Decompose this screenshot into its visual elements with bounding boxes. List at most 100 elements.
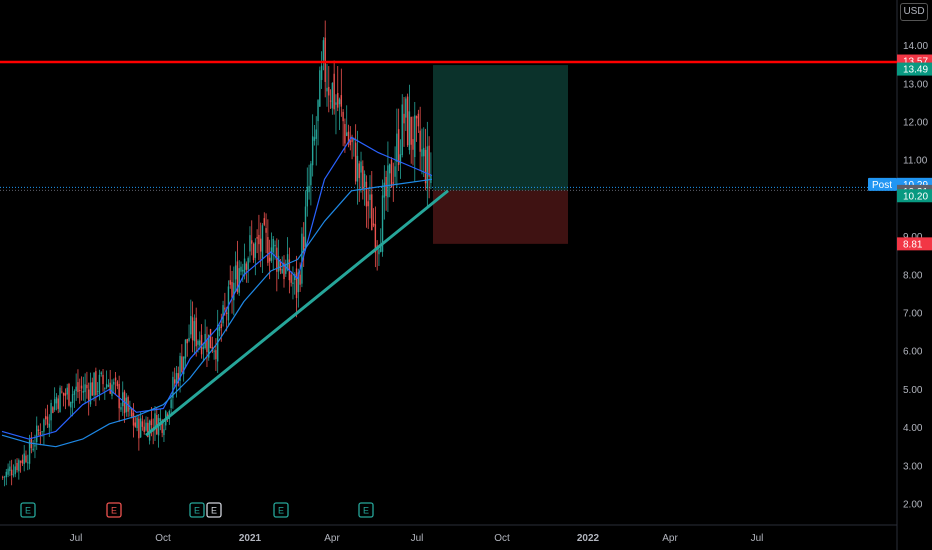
candle-body: [227, 286, 230, 321]
support-trendline[interactable]: [145, 189, 449, 437]
x-tick-label: 2022: [577, 533, 600, 544]
candle-body: [403, 113, 405, 124]
candle-body: [297, 272, 300, 293]
candle-body: [188, 337, 190, 341]
candle-body: [125, 397, 128, 413]
candle-body: [2, 476, 4, 478]
candle-body: [360, 161, 362, 173]
candle-body: [414, 115, 416, 158]
y-tick-label: 11.00: [903, 156, 928, 167]
candle-body: [347, 131, 350, 144]
candle-body: [93, 372, 95, 396]
candle-body: [43, 419, 45, 432]
candle-body: [417, 113, 420, 127]
candle-body: [41, 431, 43, 433]
candle-body: [408, 111, 411, 151]
candle-body: [378, 249, 380, 255]
earnings-event-marker[interactable]: [20, 502, 36, 518]
candle-body: [86, 384, 88, 389]
earnings-event-label: E: [278, 506, 284, 516]
candle-body: [415, 116, 418, 119]
earnings-event-marker[interactable]: [358, 502, 374, 518]
candle-body: [199, 340, 201, 346]
candle-body: [265, 228, 267, 233]
candle-body: [252, 243, 255, 261]
candle-body: [73, 391, 76, 395]
y-tick-label: 2.00: [903, 500, 923, 511]
candle-body: [306, 186, 308, 207]
y-tick-label: 5.00: [903, 385, 923, 396]
candle-body: [5, 471, 7, 478]
candle-body: [258, 234, 260, 245]
candle-body: [285, 264, 287, 274]
candle-body: [55, 397, 58, 404]
candle-body: [268, 257, 271, 262]
candle-body: [32, 448, 34, 451]
candle-body: [23, 453, 25, 465]
currency-label[interactable]: USD: [900, 3, 928, 21]
candle-body: [337, 92, 339, 108]
candle-body: [303, 236, 305, 251]
candle-body: [254, 242, 257, 258]
candle-body: [251, 240, 253, 244]
candle-body: [34, 445, 36, 447]
candle-body: [50, 402, 52, 421]
candle-body: [294, 274, 296, 281]
candle-body: [175, 373, 178, 385]
candle-body: [367, 201, 369, 207]
candle-body: [322, 40, 325, 61]
earnings-event-marker[interactable]: [106, 502, 122, 518]
profit-target-zone[interactable]: [433, 65, 568, 191]
candle-body: [272, 238, 274, 253]
candle-body: [113, 381, 115, 385]
price-badge: [897, 189, 932, 203]
candle-body: [354, 142, 357, 182]
candle-body: [191, 317, 194, 341]
candle-body: [383, 182, 386, 198]
candle-body: [79, 390, 81, 391]
candle-body: [136, 417, 138, 429]
candle-body: [358, 163, 360, 179]
candle-body: [27, 462, 29, 464]
candle-body: [405, 98, 407, 118]
candle-body: [95, 371, 97, 396]
candle-body: [326, 87, 328, 92]
candle-body: [80, 385, 83, 389]
candle-body: [423, 147, 425, 157]
candle-body: [342, 111, 344, 122]
earnings-event-marker[interactable]: [189, 502, 205, 518]
candle-body: [247, 258, 249, 270]
candle-body: [295, 268, 298, 299]
candle-body: [208, 334, 210, 358]
candle-body: [231, 282, 233, 298]
candle-body: [182, 356, 185, 375]
candle-body: [392, 182, 394, 184]
candle-body: [281, 268, 283, 274]
candle-body: [202, 346, 205, 350]
candle-body: [338, 99, 341, 105]
candle-body: [7, 468, 9, 475]
candle-body: [104, 388, 106, 390]
x-tick-label: Oct: [494, 533, 510, 544]
price-badge-label: 10.20: [903, 191, 928, 202]
candle-body: [186, 339, 188, 344]
candle-body: [317, 100, 319, 122]
candle-body: [242, 269, 244, 272]
price-badge: [897, 237, 932, 251]
earnings-event-label: E: [194, 506, 200, 516]
earnings-event-label: E: [25, 506, 31, 516]
stop-loss-zone[interactable]: [433, 190, 568, 244]
candle-body: [84, 384, 86, 393]
candle-body: [286, 254, 289, 270]
candle-body: [240, 266, 242, 272]
earnings-event-marker[interactable]: [206, 502, 222, 518]
candle-body: [118, 384, 120, 409]
earnings-event-marker[interactable]: [273, 502, 289, 518]
candle-body: [66, 387, 68, 395]
candle-body: [236, 261, 239, 292]
candle-body: [410, 116, 412, 145]
candle-body: [111, 384, 113, 396]
candle-body: [88, 389, 90, 401]
x-tick-label: Apr: [324, 533, 340, 544]
